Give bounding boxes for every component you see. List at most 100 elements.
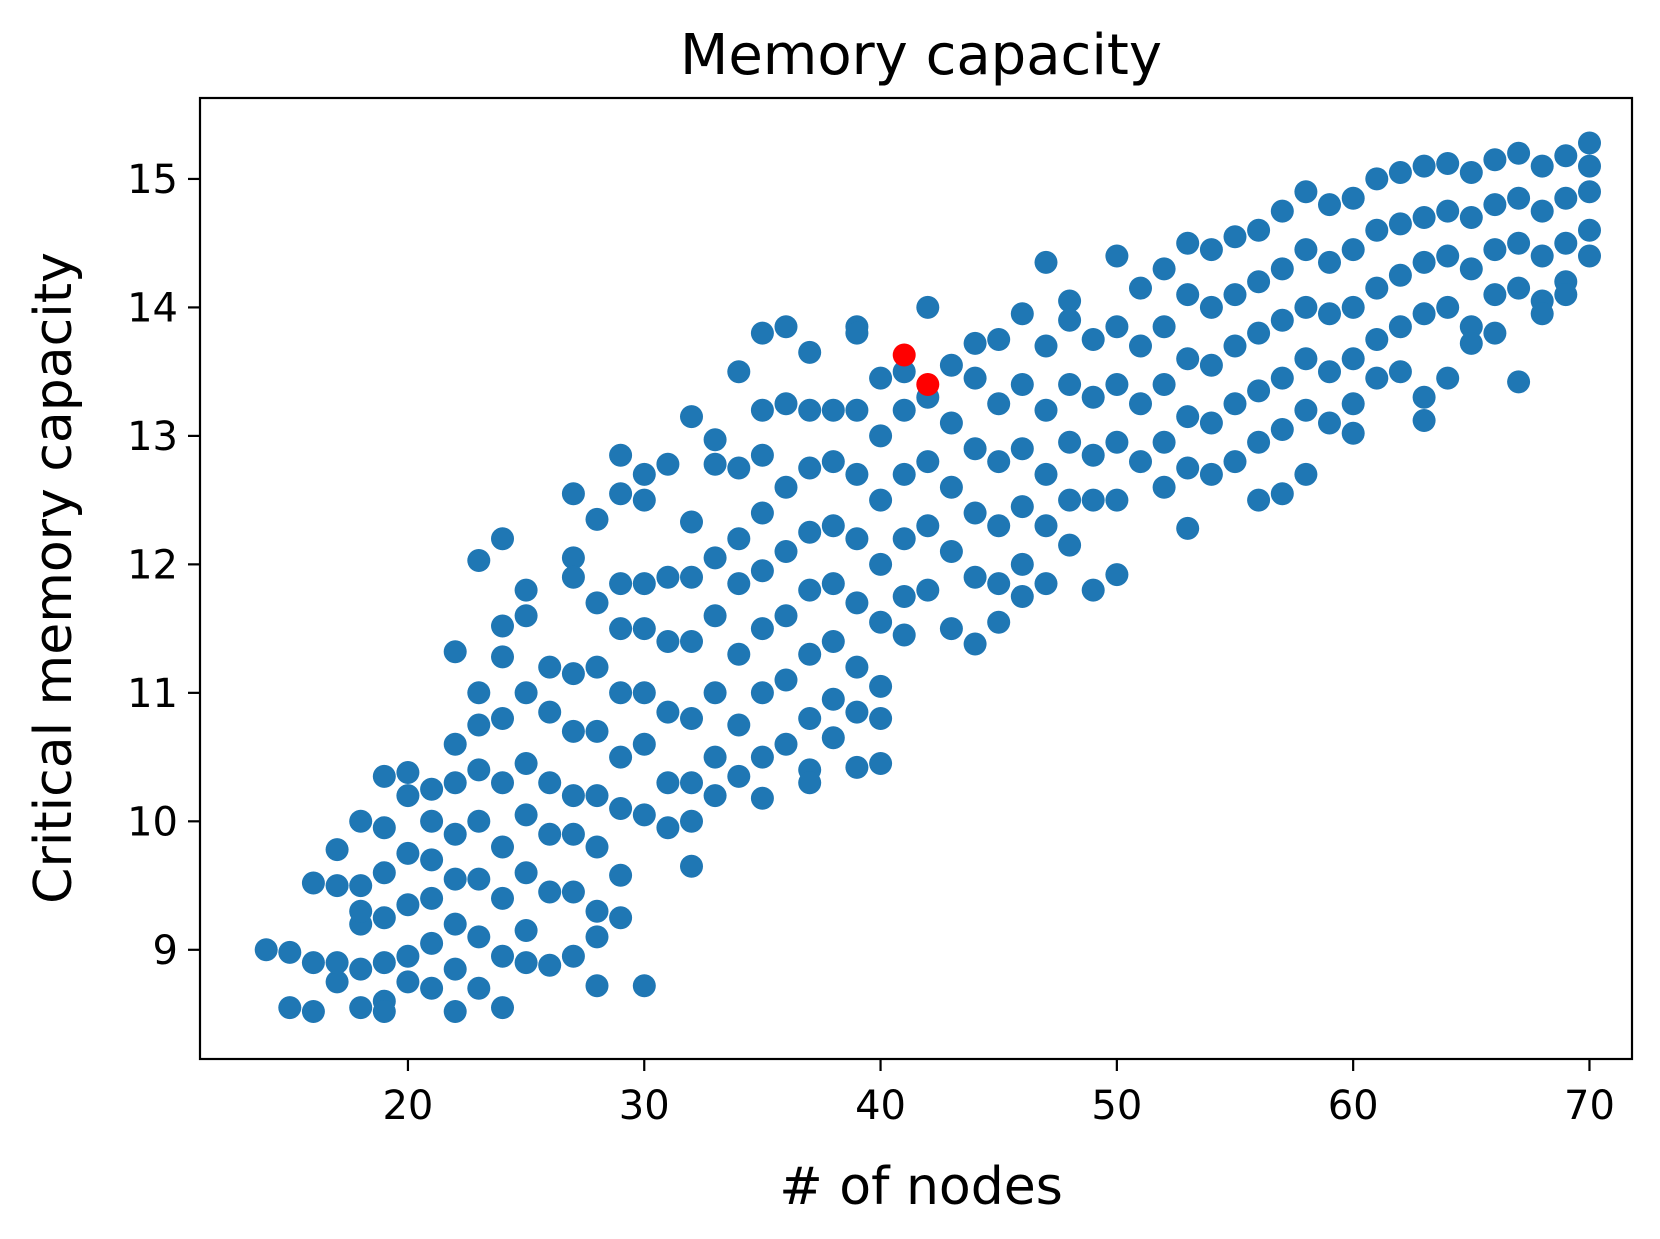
data-point bbox=[1270, 308, 1294, 332]
data-point bbox=[1318, 360, 1341, 384]
data-point bbox=[987, 514, 1011, 538]
data-point bbox=[892, 462, 916, 486]
data-point bbox=[750, 681, 774, 705]
data-point bbox=[869, 707, 893, 730]
data-point bbox=[1459, 257, 1483, 281]
data-point bbox=[1554, 144, 1578, 168]
data-point bbox=[1247, 488, 1271, 512]
data-point bbox=[750, 745, 774, 769]
data-point bbox=[420, 848, 444, 872]
data-point bbox=[632, 681, 656, 705]
data-point bbox=[1388, 263, 1412, 287]
data-point bbox=[845, 527, 869, 551]
data-point bbox=[845, 321, 869, 345]
data-point bbox=[1176, 405, 1200, 429]
data-point bbox=[1578, 244, 1601, 268]
data-point bbox=[750, 617, 774, 641]
data-point bbox=[491, 527, 514, 551]
data-point bbox=[1010, 373, 1034, 396]
data-point bbox=[1223, 450, 1247, 474]
data-point bbox=[1459, 315, 1483, 339]
data-point bbox=[939, 353, 963, 377]
data-point bbox=[1412, 385, 1436, 409]
data-point bbox=[916, 450, 940, 474]
data-point bbox=[467, 976, 491, 1000]
data-point bbox=[656, 700, 680, 724]
data-point bbox=[585, 974, 609, 998]
data-point bbox=[680, 809, 703, 833]
data-point bbox=[703, 604, 727, 628]
data-point bbox=[1483, 193, 1507, 217]
data-point bbox=[1412, 302, 1436, 326]
x-tick-label: 60 bbox=[1328, 1083, 1379, 1129]
data-point bbox=[727, 642, 751, 666]
data-point bbox=[349, 874, 373, 898]
data-point bbox=[1436, 152, 1460, 175]
data-point bbox=[916, 578, 940, 602]
data-point bbox=[325, 970, 349, 994]
data-point bbox=[278, 940, 302, 964]
data-point bbox=[1034, 250, 1058, 274]
data-point bbox=[585, 507, 609, 531]
data-point bbox=[1578, 218, 1601, 242]
data-point bbox=[798, 578, 822, 602]
data-point bbox=[774, 392, 798, 416]
data-point bbox=[798, 520, 822, 544]
data-point bbox=[1081, 488, 1105, 512]
data-point bbox=[396, 784, 420, 808]
data-point bbox=[491, 614, 514, 638]
y-tick-label: 14 bbox=[127, 285, 178, 331]
data-point bbox=[491, 645, 514, 669]
data-point bbox=[491, 944, 514, 968]
data-point bbox=[467, 681, 491, 705]
data-point bbox=[821, 450, 845, 474]
data-point bbox=[632, 488, 656, 512]
data-point bbox=[703, 745, 727, 769]
data-point bbox=[609, 617, 633, 641]
data-point bbox=[1270, 366, 1294, 390]
data-point bbox=[1247, 430, 1271, 454]
data-point bbox=[1341, 186, 1365, 210]
data-point bbox=[1199, 295, 1223, 319]
data-point bbox=[750, 559, 774, 583]
data-point bbox=[325, 951, 349, 975]
data-point bbox=[585, 719, 609, 743]
data-point bbox=[774, 668, 798, 692]
data-point bbox=[1436, 366, 1460, 390]
data-points bbox=[254, 131, 1601, 1023]
data-point bbox=[561, 719, 585, 743]
data-point bbox=[609, 863, 633, 887]
data-point bbox=[987, 450, 1011, 474]
data-point bbox=[396, 841, 420, 865]
data-point bbox=[1058, 533, 1082, 557]
data-point bbox=[750, 786, 774, 810]
data-point bbox=[1530, 302, 1554, 326]
data-point bbox=[561, 482, 585, 506]
data-point bbox=[845, 755, 869, 779]
data-point bbox=[349, 957, 373, 981]
data-point bbox=[963, 632, 987, 656]
data-point bbox=[1412, 409, 1436, 432]
data-point bbox=[939, 540, 963, 563]
data-point bbox=[254, 938, 278, 962]
data-point bbox=[869, 488, 893, 512]
data-point bbox=[892, 527, 916, 551]
data-point bbox=[609, 681, 633, 705]
data-point bbox=[869, 610, 893, 634]
data-point bbox=[325, 838, 349, 862]
data-point bbox=[1318, 193, 1341, 217]
data-point bbox=[821, 398, 845, 422]
data-point bbox=[680, 771, 703, 795]
data-point bbox=[798, 771, 822, 795]
data-point bbox=[727, 456, 751, 480]
data-point bbox=[1507, 186, 1531, 210]
data-point bbox=[585, 835, 609, 859]
data-point bbox=[774, 604, 798, 628]
data-point bbox=[609, 745, 633, 769]
data-point bbox=[349, 996, 373, 1020]
data-point bbox=[1365, 328, 1389, 351]
data-point bbox=[1247, 218, 1271, 242]
data-point bbox=[703, 452, 727, 476]
data-point bbox=[656, 816, 680, 840]
data-point bbox=[798, 707, 822, 730]
